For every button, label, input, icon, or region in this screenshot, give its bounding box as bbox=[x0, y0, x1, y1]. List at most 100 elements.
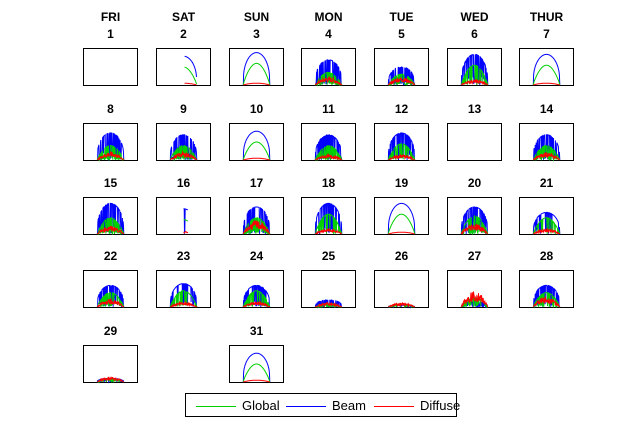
global-series-line bbox=[532, 292, 560, 309]
diffuse-series-line bbox=[388, 231, 415, 235]
panel-frame bbox=[156, 270, 211, 308]
day-number: 16 bbox=[176, 176, 191, 190]
beam-series-line bbox=[242, 284, 271, 308]
day-number: 4 bbox=[325, 27, 332, 41]
diffuse-series-line bbox=[387, 76, 416, 86]
day-panel bbox=[83, 123, 138, 162]
day-number: 8 bbox=[107, 102, 114, 116]
beam-series-line bbox=[184, 55, 197, 78]
legend-label-beam: Beam bbox=[332, 398, 366, 413]
panel-frame bbox=[519, 48, 574, 86]
day-number: 10 bbox=[249, 102, 264, 116]
weekday-header: SAT bbox=[171, 10, 196, 24]
panel-frame bbox=[447, 197, 502, 235]
day-panel bbox=[301, 270, 356, 309]
panel-frame bbox=[229, 197, 284, 235]
legend-label-global: Global bbox=[242, 398, 280, 413]
panel-frame bbox=[519, 123, 574, 161]
global-series-line bbox=[533, 144, 561, 162]
global-series-line bbox=[387, 143, 416, 161]
day-number: 27 bbox=[467, 249, 482, 263]
day-number: 19 bbox=[394, 176, 409, 190]
beam-series-line bbox=[96, 202, 125, 235]
legend-label-diffuse: Diffuse bbox=[420, 398, 461, 413]
diffuse-series-line bbox=[532, 296, 561, 308]
global-series-line bbox=[242, 363, 271, 383]
panel-frame bbox=[374, 123, 429, 161]
day-number: 20 bbox=[467, 176, 482, 190]
diffuse-series-line bbox=[460, 223, 489, 235]
panel-frame bbox=[83, 123, 138, 161]
panel-frame bbox=[301, 197, 356, 235]
global-series-line bbox=[97, 217, 125, 236]
day-number: 9 bbox=[180, 102, 187, 116]
day-number: 11 bbox=[322, 102, 335, 116]
panel-frame bbox=[83, 345, 138, 383]
panel-frame bbox=[301, 123, 356, 161]
diffuse-series-line bbox=[97, 376, 125, 383]
global-series-line bbox=[460, 64, 489, 86]
weekday-header: TUE bbox=[389, 10, 414, 24]
panel-frame bbox=[156, 123, 211, 161]
global-series-line bbox=[184, 66, 197, 85]
diffuse-series-line bbox=[460, 291, 489, 308]
day-number: 7 bbox=[543, 27, 550, 41]
weekday-header: FRI bbox=[100, 10, 121, 24]
weekday-header: MON bbox=[314, 10, 343, 24]
day-number: 17 bbox=[249, 176, 264, 190]
diffuse-series-line bbox=[533, 82, 560, 86]
diffuse-series-line bbox=[314, 152, 343, 161]
day-number: 2 bbox=[180, 27, 187, 41]
diffuse-series-line bbox=[242, 300, 271, 308]
global-series-line bbox=[387, 213, 416, 235]
day-panel bbox=[519, 197, 574, 236]
day-number: 6 bbox=[471, 27, 478, 41]
day-number: 29 bbox=[103, 324, 118, 338]
global-series-line bbox=[242, 290, 271, 308]
diffuse-series-line bbox=[170, 300, 198, 308]
diffuse-series-line bbox=[314, 228, 343, 235]
day-number: 15 bbox=[103, 176, 118, 190]
panel-frame bbox=[229, 48, 284, 86]
day-number: 18 bbox=[321, 176, 336, 190]
diffuse-series-line bbox=[242, 219, 271, 235]
legend-line-global bbox=[196, 406, 236, 407]
day-panel bbox=[83, 345, 138, 384]
global-series-line bbox=[169, 290, 198, 308]
panel-frame bbox=[519, 270, 574, 308]
day-number: 3 bbox=[253, 27, 260, 41]
diffuse-series-line bbox=[184, 82, 197, 86]
day-panel bbox=[301, 48, 356, 87]
day-panel bbox=[447, 48, 502, 86]
beam-series-line bbox=[314, 59, 343, 86]
beam-series-line bbox=[532, 211, 561, 236]
day-panel bbox=[447, 270, 502, 309]
day-panel bbox=[229, 197, 284, 236]
day-number: 25 bbox=[321, 249, 336, 263]
day-panel bbox=[229, 123, 284, 161]
panel-frame bbox=[447, 123, 502, 161]
day-panel bbox=[519, 270, 574, 309]
diffuse-series-line bbox=[314, 75, 343, 86]
panel-frame bbox=[519, 197, 574, 235]
legend-line-beam bbox=[286, 406, 326, 407]
weekday-header: WED bbox=[460, 10, 489, 24]
global-series-line bbox=[532, 217, 561, 236]
day-panel bbox=[301, 123, 356, 161]
panel-frame bbox=[83, 48, 138, 86]
day-panel bbox=[447, 123, 502, 161]
day-panel bbox=[519, 48, 574, 86]
day-number: 5 bbox=[398, 27, 405, 41]
global-series-line bbox=[314, 213, 343, 235]
global-series-line bbox=[97, 292, 125, 309]
global-series-line bbox=[183, 219, 189, 222]
panel-frame bbox=[447, 270, 502, 308]
beam-series-line bbox=[532, 134, 561, 161]
panel-frame bbox=[83, 197, 138, 235]
weekday-header: THUR bbox=[529, 10, 564, 24]
global-series-line bbox=[532, 64, 561, 86]
panel-frame bbox=[83, 270, 138, 308]
day-panel bbox=[447, 197, 502, 236]
day-panel bbox=[519, 123, 574, 162]
